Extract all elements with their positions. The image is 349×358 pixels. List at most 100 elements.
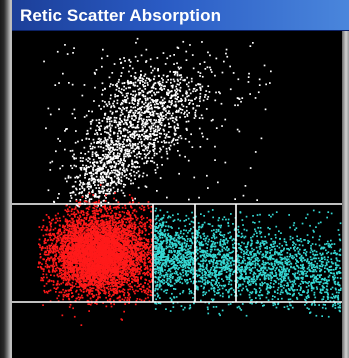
white-cell-dot <box>94 196 96 198</box>
red-cell-dot <box>63 256 66 258</box>
red-cell-dot <box>76 270 79 272</box>
white-cell-dot <box>118 87 120 90</box>
red-cell-dot <box>91 269 94 271</box>
white-cell-dot <box>119 160 121 163</box>
white-cell-dot <box>148 116 150 118</box>
white-cell-dot <box>174 139 177 141</box>
red-cell-dot <box>109 285 112 288</box>
white-cell-dot <box>162 108 165 110</box>
red-cell-dot <box>149 273 151 275</box>
white-cell-dot <box>81 195 84 197</box>
white-cell-dot <box>163 140 165 142</box>
white-cell-dot <box>98 157 100 159</box>
white-cell-dot <box>184 111 186 114</box>
white-cell-dot <box>121 144 124 146</box>
red-cell-dot <box>95 276 98 278</box>
white-cell-dot <box>177 80 179 82</box>
white-cell-dot <box>194 114 197 116</box>
white-cell-dot <box>177 127 180 129</box>
white-cell-dot <box>120 88 123 91</box>
red-cell-dot <box>53 265 56 267</box>
white-cell-dot <box>113 175 116 178</box>
red-cell-dot <box>135 253 138 255</box>
red-cell-dot <box>70 234 73 237</box>
red-cell-dot <box>141 232 143 234</box>
red-cell-dot <box>146 246 148 248</box>
white-cell-dot <box>161 81 164 84</box>
white-cell-dot <box>123 57 125 59</box>
white-cell-dot <box>99 175 102 178</box>
white-cell-dot <box>186 113 188 116</box>
white-cell-dot <box>163 129 165 132</box>
red-cell-dot <box>92 212 94 215</box>
white-cell-dot <box>117 173 119 176</box>
white-cell-dot <box>221 125 223 127</box>
white-cell-dot <box>159 101 161 104</box>
red-cell-dot <box>90 280 92 283</box>
red-cell-dot <box>80 258 83 261</box>
red-cell-dot <box>142 258 145 260</box>
red-cell-dot <box>69 260 72 262</box>
white-cell-dot <box>139 153 142 155</box>
white-cell-dot <box>109 165 112 168</box>
red-cell-dot <box>70 231 73 234</box>
red-cell-dot <box>107 234 110 237</box>
white-cell-dot <box>158 119 160 121</box>
red-cell-dot <box>141 244 144 247</box>
red-cell-dot <box>71 265 74 267</box>
red-cell-dot <box>121 290 123 292</box>
white-cell-dot <box>88 191 90 194</box>
white-cell-dot <box>132 90 134 93</box>
red-cell-dot <box>113 221 115 224</box>
white-cell-dot <box>135 156 138 159</box>
white-cell-dot <box>101 185 104 188</box>
white-cell-dot <box>199 146 202 148</box>
white-cell-dot <box>196 104 198 107</box>
scatter-plot-area[interactable] <box>12 31 342 358</box>
white-cell-dot <box>143 103 145 105</box>
white-cell-dot <box>134 112 137 114</box>
white-cell-dot <box>88 198 91 201</box>
white-cell-dot <box>188 112 190 114</box>
white-cell-dot <box>89 127 92 130</box>
red-cell-dot <box>65 259 68 262</box>
white-cell-dot <box>97 169 100 172</box>
red-cell-dot <box>118 242 121 245</box>
white-cell-dot <box>123 175 126 177</box>
red-cell-dot <box>42 219 45 222</box>
white-cell-dot <box>95 169 97 171</box>
red-cell-dot <box>124 232 126 234</box>
white-cell-dot <box>97 178 100 181</box>
white-cell-dot <box>141 145 143 147</box>
white-cell-dot <box>75 175 78 178</box>
white-cell-dot <box>197 71 200 73</box>
white-cell-dot <box>158 132 161 135</box>
white-cell-dot <box>71 83 74 86</box>
red-cell-dot <box>58 261 60 263</box>
red-cell-dot <box>59 242 62 244</box>
window-title-bar[interactable]: Retic Scatter Absorption <box>12 0 349 31</box>
red-cell-dot <box>97 278 99 280</box>
red-cell-dot <box>49 232 52 235</box>
white-cell-dot <box>195 96 198 99</box>
red-cell-dot <box>70 210 73 213</box>
red-cell-dot <box>84 280 87 282</box>
red-cell-dot <box>146 246 148 249</box>
white-cell-dot <box>113 63 116 65</box>
white-cell-dot <box>105 166 107 169</box>
red-cell-dot <box>94 221 96 224</box>
white-cell-dot <box>128 70 130 73</box>
white-cell-dot <box>155 106 158 109</box>
red-cell-dot <box>68 306 71 308</box>
white-cell-dot <box>132 82 135 84</box>
red-cell-dot <box>118 231 121 234</box>
red-cell-dot <box>117 239 119 241</box>
white-cell-dot <box>105 157 107 160</box>
white-cell-dot <box>111 150 113 152</box>
white-cell-dot <box>125 109 128 112</box>
red-cell-dot <box>116 258 118 260</box>
red-cell-dot <box>120 276 123 279</box>
red-cell-dot <box>148 300 151 302</box>
white-cell-dot <box>90 172 93 175</box>
white-cell-dot <box>103 155 106 158</box>
